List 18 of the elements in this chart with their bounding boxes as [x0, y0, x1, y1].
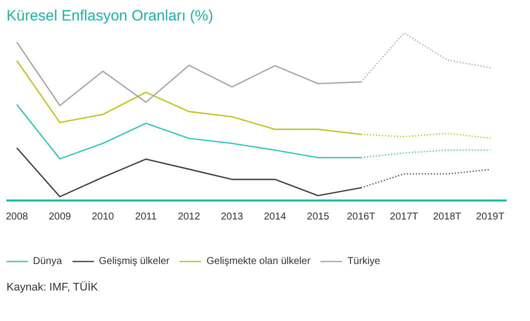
x-tick-label: 2014 [264, 211, 287, 222]
legend-label: Türkiye [347, 256, 380, 266]
text: Kaynak: IMF, TÜİK [6, 280, 99, 294]
x-tick-label: 2017T [390, 211, 418, 222]
x-tick-label: 2013 [220, 211, 244, 222]
chart-title: Küresel Enflasyon Oranları (%) [6, 8, 214, 24]
legend-label: Gelişmekte olan ülkeler [206, 256, 310, 266]
x-tick-label: 2012 [178, 211, 201, 222]
x-tick-label: 2010 [92, 211, 114, 222]
x-tick-label: 2015 [306, 211, 330, 222]
x-tick-label: 2009 [48, 211, 72, 222]
x-tick-label: 2016T [346, 211, 376, 222]
x-tick-label: 2018T [432, 211, 462, 222]
legend-label: Gelişmiş ülkeler [98, 256, 170, 266]
x-tick-label: 2019T [476, 211, 504, 222]
legend-label: Dünya [33, 256, 62, 266]
x-tick-label: 2011 [135, 211, 158, 222]
x-tick-label: 2008 [6, 211, 28, 222]
